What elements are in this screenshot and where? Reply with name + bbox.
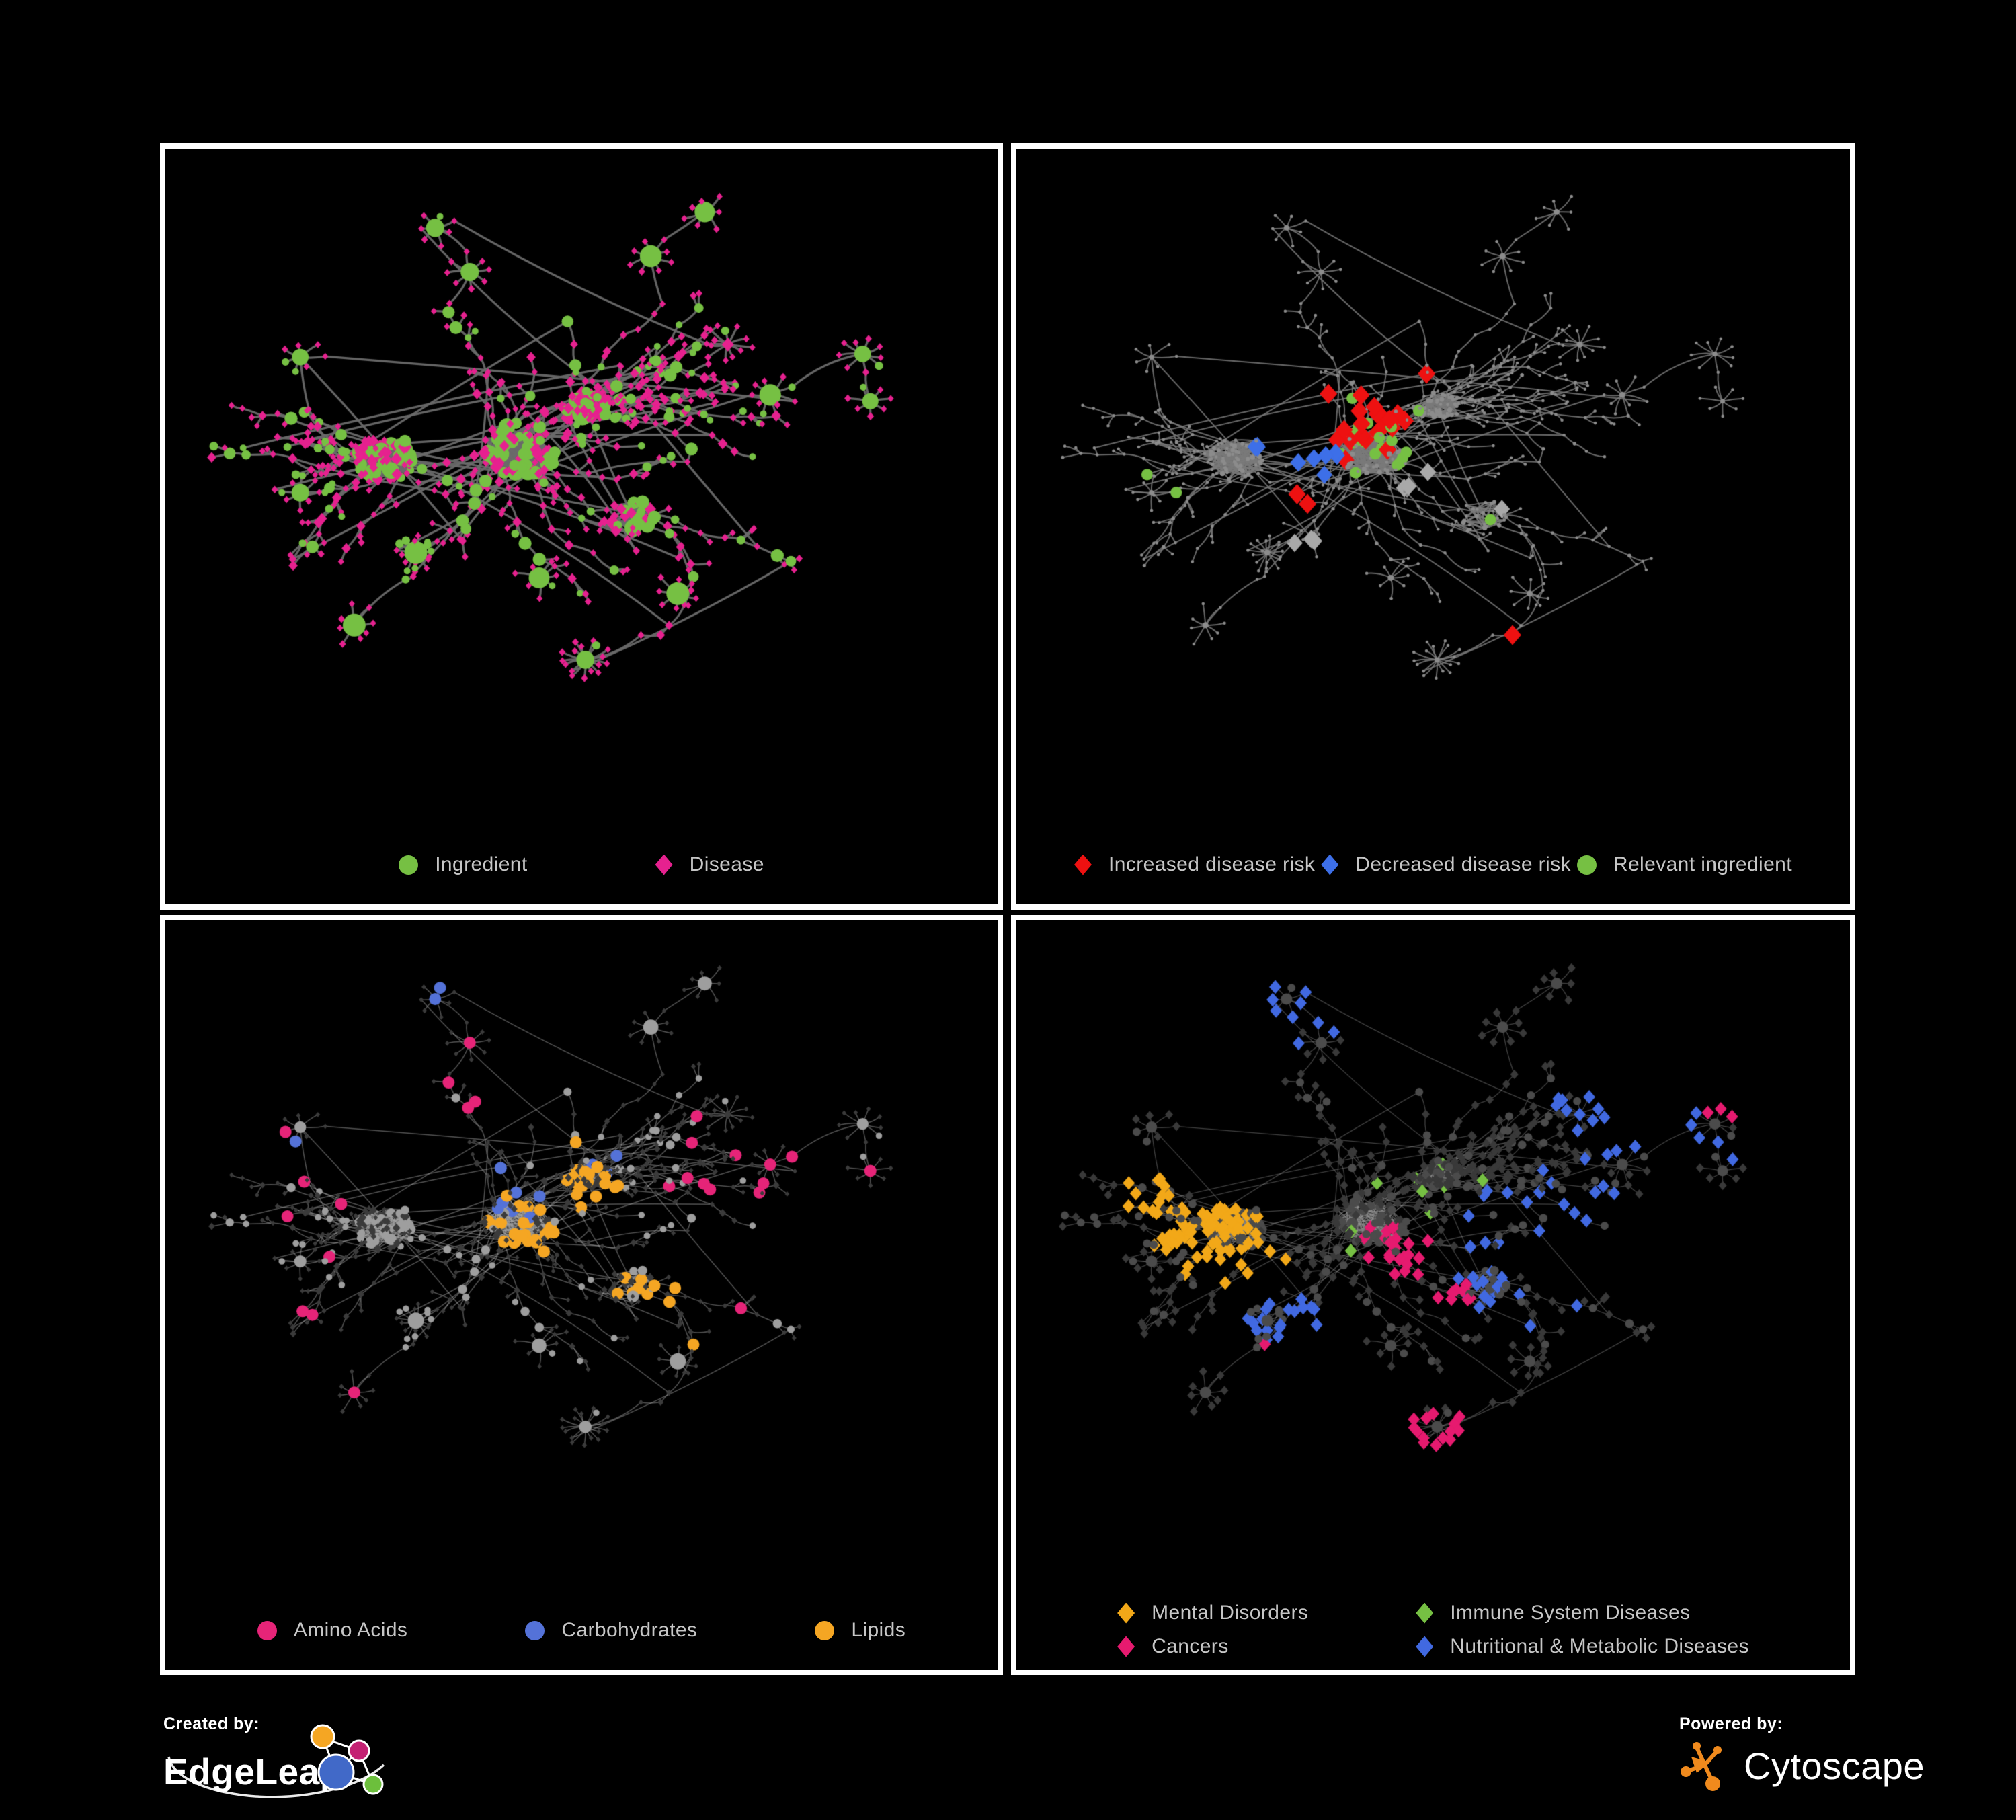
panel-nutrient-classes: Amino Acids Carbohydrates Lipids: [160, 915, 1003, 1675]
legend-label: Relevant ingredient: [1613, 853, 1792, 875]
circle-marker-icon: [815, 1620, 835, 1640]
legend-item-decreased-disease-risk: Decreased disease risk: [1321, 853, 1571, 876]
legend-label: Increased disease risk: [1108, 853, 1316, 875]
cytoscape-logo: Cytoscape: [1679, 1737, 1925, 1794]
edgeleap-brand-text: EdgeLeap: [163, 1751, 343, 1792]
diamond-marker-icon: [1117, 1636, 1135, 1657]
edgeleap-logo: EdgeLeap: [163, 1724, 399, 1808]
legend-item-immune-system-diseases: Immune System Diseases: [1416, 1601, 1749, 1624]
network-canvas-disease-classes: [1020, 924, 1846, 1573]
legend-label: Immune System Diseases: [1450, 1601, 1691, 1624]
legend-item-relevant-ingredient: Relevant ingredient: [1576, 853, 1792, 876]
legend-item-nutritional-metabolic-diseases: Nutritional & Metabolic Diseases: [1416, 1635, 1749, 1658]
created-by-block: Created by: EdgeLeap: [163, 1714, 399, 1808]
legend-item-disease: Disease: [655, 853, 764, 876]
diamond-marker-icon: [1074, 854, 1092, 875]
legend-label: Nutritional & Metabolic Diseases: [1450, 1635, 1749, 1657]
legend-label: Lipids: [851, 1619, 906, 1641]
panel-disease-classes: Mental Disorders Immune System Diseases Ca…: [1011, 915, 1855, 1675]
circle-marker-icon: [525, 1620, 545, 1640]
legend-label: Carbohydrates: [561, 1619, 698, 1641]
legend-item-mental-disorders: Mental Disorders: [1117, 1601, 1308, 1624]
cytoscape-network-icon: [1681, 1742, 1722, 1791]
legend-label: Mental Disorders: [1152, 1601, 1309, 1624]
legend-item-cancers: Cancers: [1117, 1635, 1308, 1658]
legend-ingredient-disease: Ingredient Disease: [171, 853, 992, 876]
network-canvas-disease-risk: [1020, 153, 1846, 807]
circle-marker-icon: [257, 1620, 277, 1640]
legend-item-ingredient: Ingredient: [399, 853, 527, 876]
diamond-marker-icon: [1416, 1636, 1434, 1657]
legend-item-amino-acids: Amino Acids: [257, 1619, 407, 1642]
legend-item-increased-disease-risk: Increased disease risk: [1074, 853, 1315, 876]
circle-marker-icon: [1576, 855, 1597, 875]
legend-label: Amino Acids: [293, 1619, 408, 1641]
legend-label: Disease: [689, 853, 764, 875]
legend-label: Cancers: [1152, 1635, 1229, 1657]
created-by-label: Created by:: [163, 1714, 260, 1733]
circle-marker-icon: [399, 855, 419, 875]
legend-label: Ingredient: [435, 853, 528, 875]
panel-ingredient-disease: Ingredient Disease: [160, 143, 1003, 910]
legend-disease-risk: Increased disease risk Decreased disease …: [1022, 853, 1845, 876]
diamond-marker-icon: [1117, 1602, 1135, 1624]
legend-disease-classes: Mental Disorders Immune System Diseases Ca…: [1022, 1601, 1845, 1658]
legend-nutrient-classes: Amino Acids Carbohydrates Lipids: [171, 1619, 992, 1642]
powered-by-label: Powered by:: [1679, 1714, 1783, 1733]
legend-item-lipids: Lipids: [815, 1619, 905, 1642]
legend-label: Decreased disease risk: [1355, 853, 1571, 875]
powered-by-block: Powered by: Cytoscape: [1679, 1714, 1925, 1794]
diamond-marker-icon: [1321, 854, 1339, 875]
diamond-marker-icon: [655, 854, 673, 875]
network-canvas-nutrient-classes: [169, 924, 994, 1573]
diamond-marker-icon: [1416, 1602, 1434, 1624]
legend-item-carbohydrates: Carbohydrates: [525, 1619, 697, 1642]
panel-disease-risk: Increased disease risk Decreased disease …: [1011, 143, 1855, 910]
network-canvas-ingredient-disease: [169, 153, 994, 807]
cytoscape-brand-text: Cytoscape: [1744, 1744, 1925, 1787]
